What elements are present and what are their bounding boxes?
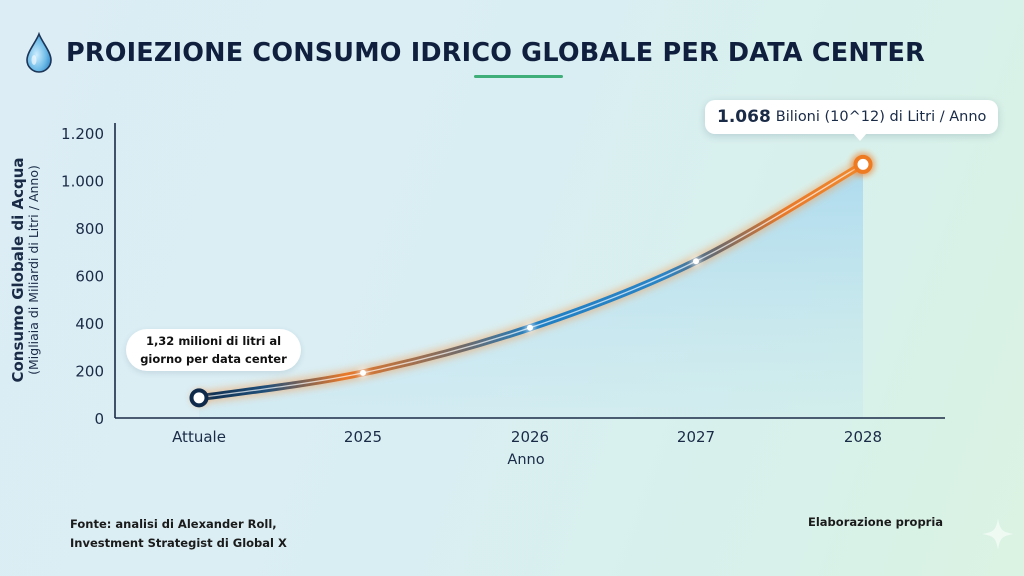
- page-title: PROIEZIONE CONSUMO IDRICO GLOBALE PER DA…: [66, 38, 925, 68]
- x-tick-label: 2028: [844, 428, 882, 446]
- source-line-2: Investment Strategist di Global X: [70, 536, 287, 550]
- data-point: [853, 154, 873, 174]
- sparkle-icon: [982, 518, 1014, 550]
- source-line-1: Fonte: analisi di Alexander Roll,: [70, 517, 277, 531]
- x-axis-label: Anno: [507, 452, 544, 468]
- source-note: Fonte: analisi di Alexander Roll, Invest…: [70, 515, 287, 553]
- peak-unit: Bilioni (10^12) di Litri / Anno: [775, 109, 987, 125]
- data-point: [189, 388, 209, 408]
- y-axis-sublabel: (Migliaia di Miliardi di Litri / Anno): [26, 165, 41, 375]
- y-tick-label: 600: [75, 268, 104, 286]
- y-tick-label: 200: [75, 363, 104, 381]
- x-tick-label: 2026: [511, 428, 549, 446]
- y-axis-label: Consumo Globale di Acqua: [9, 157, 27, 383]
- x-tick-label: 2027: [677, 428, 715, 446]
- data-point: [527, 324, 533, 331]
- water-drop-icon: [26, 32, 52, 73]
- data-point: [360, 369, 366, 376]
- x-tick-label: Attuale: [172, 428, 226, 446]
- credit-note: Elaborazione propria: [808, 515, 944, 529]
- title-underline: [474, 75, 563, 78]
- header: PROIEZIONE CONSUMO IDRICO GLOBALE PER DA…: [24, 28, 925, 78]
- area-fill: [199, 164, 863, 418]
- callout-line-2: giorno per data center: [140, 352, 287, 366]
- peak-value-callout: 1.068 Bilioni (10^12) di Litri / Anno: [705, 100, 999, 141]
- y-tick-label: 1.200: [61, 125, 104, 143]
- callout-line-1: 1,32 milioni di litri al: [145, 334, 282, 348]
- y-tick-label: 0: [94, 410, 104, 428]
- data-point: [693, 258, 699, 265]
- y-tick-label: 1.000: [61, 173, 104, 191]
- y-tick-label: 400: [75, 315, 104, 333]
- current-value-callout: 1,32 milioni di litri al giorno per data…: [126, 329, 301, 371]
- peak-value: 1.068: [717, 107, 771, 127]
- y-tick-label: 800: [75, 220, 104, 238]
- x-tick-label: 2025: [344, 428, 382, 446]
